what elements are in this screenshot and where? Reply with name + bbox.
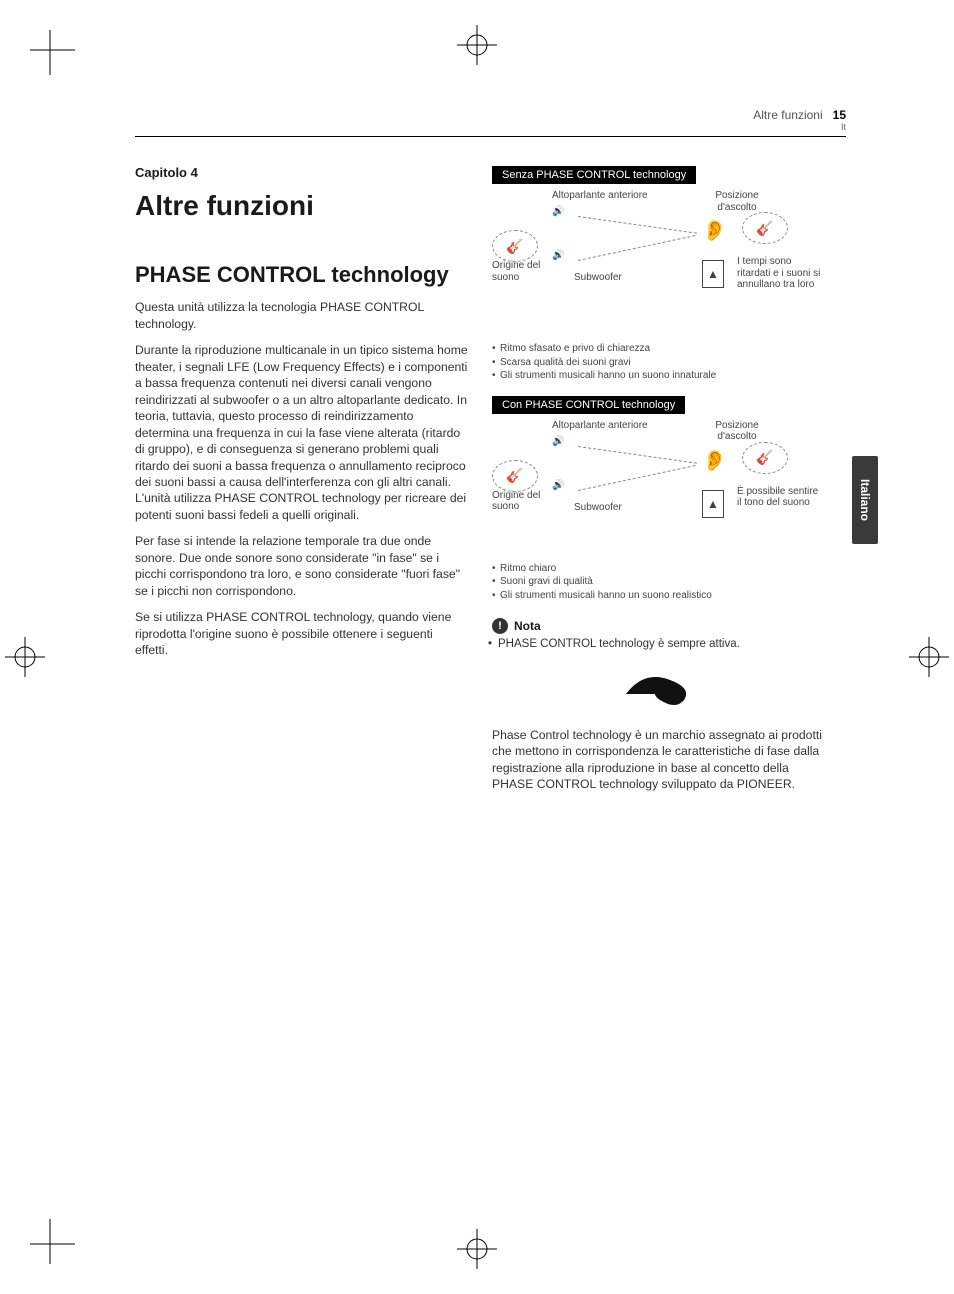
bullet-item: Suoni gravi di qualità [492, 575, 825, 589]
effect-text: I tempi sono ritardati e i suoni si annu… [737, 256, 825, 291]
header-section: Altre funzioni [753, 108, 822, 122]
note-icon: ! [492, 618, 508, 634]
sound-source-label: Origine del suono [492, 490, 542, 513]
diagram-title: Con PHASE CONTROL technology [492, 396, 685, 414]
right-column: Senza PHASE CONTROL technology Altoparla… [492, 165, 825, 803]
phase-control-logo [492, 660, 825, 713]
sound-path-arrow [578, 465, 696, 491]
bullet-item: Scarsa qualità dei suoni gravi [492, 356, 825, 370]
diagram-without-phase-control: Senza PHASE CONTROL technology Altoparla… [492, 165, 825, 383]
note-text: PHASE CONTROL technology è sempre attiva… [492, 638, 825, 650]
sound-path-arrow [578, 216, 697, 234]
page-number: 15 [833, 108, 846, 122]
body-paragraph: Se si utilizza PHASE CONTROL technology,… [135, 609, 468, 658]
subwoofer-label: Subwoofer [574, 502, 622, 514]
speaker-icon: 🔊 [552, 480, 564, 491]
diagram-title: Senza PHASE CONTROL technology [492, 166, 696, 184]
metronome-icon: ▲ [702, 260, 724, 288]
ear-icon: 👂 [702, 218, 727, 243]
metronome-icon: ▲ [702, 490, 724, 518]
registration-mark-left [5, 637, 45, 677]
front-speaker-label: Altoparlante anteriore [552, 190, 648, 202]
note-label: Nota [514, 619, 541, 633]
guitar-icon: 🎸 [742, 442, 788, 474]
sound-path-arrow [578, 446, 697, 464]
trademark-paragraph: Phase Control technology è un marchio as… [492, 727, 825, 793]
bullet-item: Gli strumenti musicali hanno un suono re… [492, 589, 825, 603]
speaker-icon: 🔊 [552, 250, 564, 261]
subwoofer-label: Subwoofer [574, 272, 622, 284]
page-title: Altre funzioni [135, 190, 468, 222]
speaker-icon: 🔊 [552, 436, 564, 447]
sound-path-arrow [578, 235, 696, 261]
chapter-label: Capitolo 4 [135, 165, 468, 180]
language-tab: Italiano [852, 456, 878, 544]
diagram-bullets: Ritmo chiaro Suoni gravi di qualità Gli … [492, 562, 825, 603]
running-header: Altre funzioni 15 It [135, 108, 846, 137]
header-locale: It [135, 122, 846, 132]
crop-mark-top-left [30, 30, 90, 90]
diagram-with-phase-control: Con PHASE CONTROL technology Altoparlant… [492, 395, 825, 603]
section-heading: PHASE CONTROL technology [135, 262, 468, 287]
listening-position-label: Posizione d'ascolto [702, 420, 772, 443]
guitar-icon: 🎸 [742, 212, 788, 244]
bullet-item: Gli strumenti musicali hanno un suono in… [492, 369, 825, 383]
body-paragraph: Durante la riproduzione multicanale in u… [135, 342, 468, 523]
registration-mark-top [457, 25, 497, 65]
guitar-icon: 🎸 [492, 230, 538, 262]
guitar-icon: 🎸 [492, 460, 538, 492]
bullet-item: Ritmo sfasato e privo di chiarezza [492, 342, 825, 356]
bullet-item: Ritmo chiaro [492, 562, 825, 576]
listening-position-label: Posizione d'ascolto [702, 190, 772, 213]
front-speaker-label: Altoparlante anteriore [552, 420, 648, 432]
registration-mark-bottom [457, 1229, 497, 1269]
diagram-bullets: Ritmo sfasato e privo di chiarezza Scars… [492, 342, 825, 383]
left-column: Capitolo 4 Altre funzioni PHASE CONTROL … [135, 165, 468, 803]
sound-source-label: Origine del suono [492, 260, 542, 283]
crop-mark-bottom-left [30, 1204, 90, 1264]
body-paragraph: Questa unità utilizza la tecnologia PHAS… [135, 299, 468, 332]
registration-mark-right [909, 637, 949, 677]
ear-icon: 👂 [702, 448, 727, 473]
effect-text: È possibile sentire il tono del suono [737, 486, 825, 509]
body-paragraph: Per fase si intende la relazione tempora… [135, 533, 468, 599]
note-heading: ! Nota [492, 618, 825, 634]
speaker-icon: 🔊 [552, 206, 564, 217]
